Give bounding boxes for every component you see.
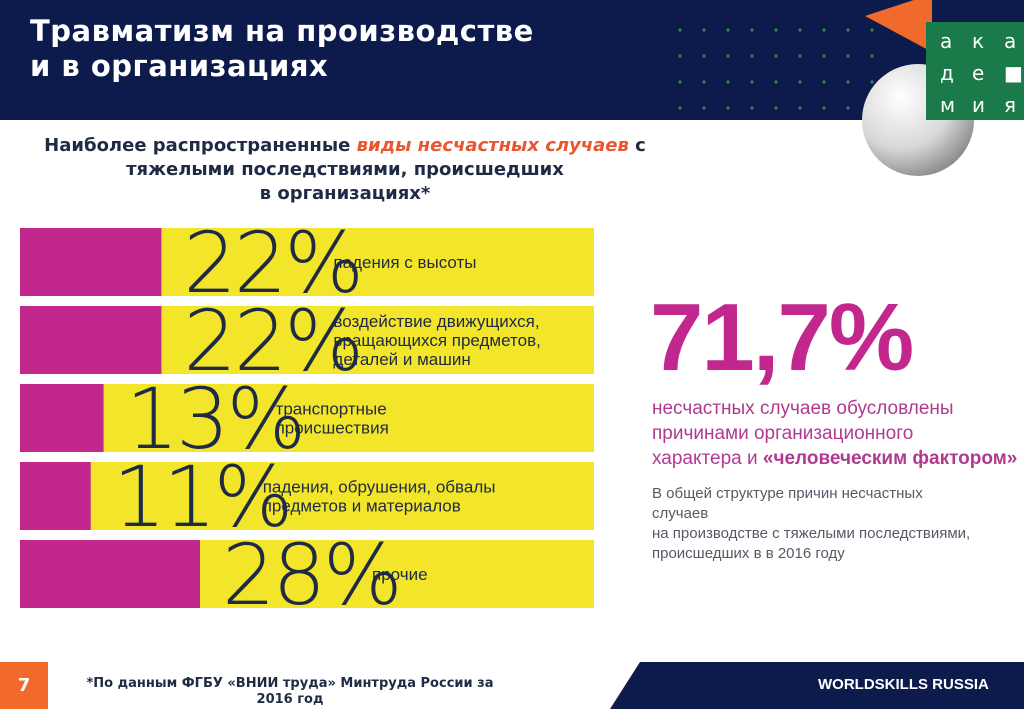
header-dot <box>726 106 730 110</box>
logo-letter: а <box>1004 29 1016 53</box>
header-dot <box>822 106 826 110</box>
bar-category-label: вращающихся предметов, <box>333 331 540 350</box>
stat-note-line-1: В общей структуре причин несчастных случ… <box>652 485 923 522</box>
header-dot <box>846 106 850 110</box>
subtitle-part-1: Наиболее распространенные <box>44 135 357 156</box>
bar-fill <box>20 228 162 296</box>
logo-letter: к <box>972 29 984 53</box>
bar-value-label: 11% <box>113 448 291 546</box>
stat-note-line-2: на производстве с тяжелыми последствиями… <box>652 525 971 542</box>
header-dot <box>822 54 826 58</box>
bar-category-label: деталей и машин <box>333 350 470 369</box>
header-dot <box>702 80 706 84</box>
subtitle-highlight: виды несчастных случаев <box>356 135 629 156</box>
logo-letter: д <box>940 61 954 85</box>
stat-desc-strong: «человеческим фактором» <box>762 448 1018 469</box>
bar-category-label: прочие <box>372 565 428 584</box>
bar-category-label: транспортные <box>276 400 387 419</box>
subtitle-part-4: в организациях* <box>259 183 431 204</box>
header-dot <box>750 106 754 110</box>
bar-fill <box>20 462 91 530</box>
logo-letter: е <box>972 61 984 85</box>
worldskills-brand: WORLDSKILLS RUSSIA <box>818 676 989 693</box>
header-dot <box>774 106 778 110</box>
header-dot <box>822 28 826 32</box>
bar-category-label: воздействие движущихся, <box>333 312 539 331</box>
logo-green-block <box>926 22 1024 120</box>
stat-note-line-3: происшедших в в 2016 году <box>652 545 845 562</box>
header-dot <box>774 28 778 32</box>
page-number: 7 <box>0 662 48 709</box>
header-dot <box>798 28 802 32</box>
title-line-2: и в организациях <box>30 49 329 83</box>
stat-note: В общей структуре причин несчастных случ… <box>652 484 982 564</box>
header-dot <box>870 28 874 32</box>
chart-subtitle: Наиболее распространенные виды несчастны… <box>20 134 670 206</box>
stat-desc-line-3: характера и <box>652 448 763 469</box>
header-dot <box>750 28 754 32</box>
big-stat-value: 71,7% <box>650 284 914 391</box>
source-note: *По данным ФГБУ «ВНИИ труда» Минтруда Ро… <box>65 676 515 708</box>
header-dot <box>750 80 754 84</box>
header-dot <box>846 28 850 32</box>
logo-letter: а <box>940 29 952 53</box>
bar-value-label: 22% <box>183 214 361 312</box>
title-line-1: Травматизм на производстве <box>30 14 534 48</box>
bar-track <box>20 462 594 530</box>
stat-desc-line-1: несчастных случаев обусловлены <box>652 398 954 419</box>
header-dot <box>846 54 850 58</box>
bar-category-label: происшествия <box>276 419 389 438</box>
bar-value-label: 13% <box>126 370 304 468</box>
header-band: Травматизм на производстве и в организац… <box>0 0 1024 120</box>
bar-category-label: предметов и материалов <box>263 497 461 516</box>
source-line-2: 2016 год <box>256 692 324 707</box>
header-dot <box>870 80 874 84</box>
header-dot <box>702 28 706 32</box>
bar-fill <box>20 384 104 452</box>
bar-fill <box>20 306 162 374</box>
dot-pattern <box>678 28 874 110</box>
header-dot <box>822 80 826 84</box>
bar-track <box>20 384 594 452</box>
page-title: Травматизм на производстве и в организац… <box>30 14 534 84</box>
header-dot <box>774 54 778 58</box>
header-dot <box>726 80 730 84</box>
header-dot <box>702 106 706 110</box>
bar-value-label: 22% <box>183 292 361 390</box>
logo-letter: ■ <box>1004 61 1023 85</box>
logo-letter: и <box>972 93 985 117</box>
header-dot <box>702 54 706 58</box>
header-dot <box>678 28 682 32</box>
header-dot <box>678 54 682 58</box>
footer-band <box>610 662 1024 709</box>
bar-category-label: падения с высоты <box>333 253 476 272</box>
header-dot <box>726 28 730 32</box>
header-dot <box>678 106 682 110</box>
header-dot <box>798 80 802 84</box>
bar-value-label: 28% <box>222 526 400 620</box>
header-dot <box>846 80 850 84</box>
header-dot <box>798 54 802 58</box>
stat-description: несчастных случаев обусловлены причинами… <box>652 396 1022 471</box>
header-dot <box>678 80 682 84</box>
header-dot <box>726 54 730 58</box>
source-line-1: *По данным ФГБУ «ВНИИ труда» Минтруда Ро… <box>86 676 494 691</box>
logo-letter: я <box>1004 93 1016 117</box>
bar-fill <box>20 540 200 608</box>
bar-category-label: падения, обрушения, обвалы <box>263 478 496 497</box>
logo-letter: м <box>940 93 955 117</box>
stat-desc-line-2: причинами организационного <box>652 423 914 444</box>
header-dot <box>774 80 778 84</box>
subtitle-part-3: с тяжелыми последствиями, происшедших <box>126 135 646 180</box>
header-dot <box>798 106 802 110</box>
header-dot <box>750 54 754 58</box>
logo-orange-triangle <box>865 0 932 52</box>
header-dot <box>870 54 874 58</box>
akademiya-logo: а к ад е ■м и я <box>862 0 1024 176</box>
